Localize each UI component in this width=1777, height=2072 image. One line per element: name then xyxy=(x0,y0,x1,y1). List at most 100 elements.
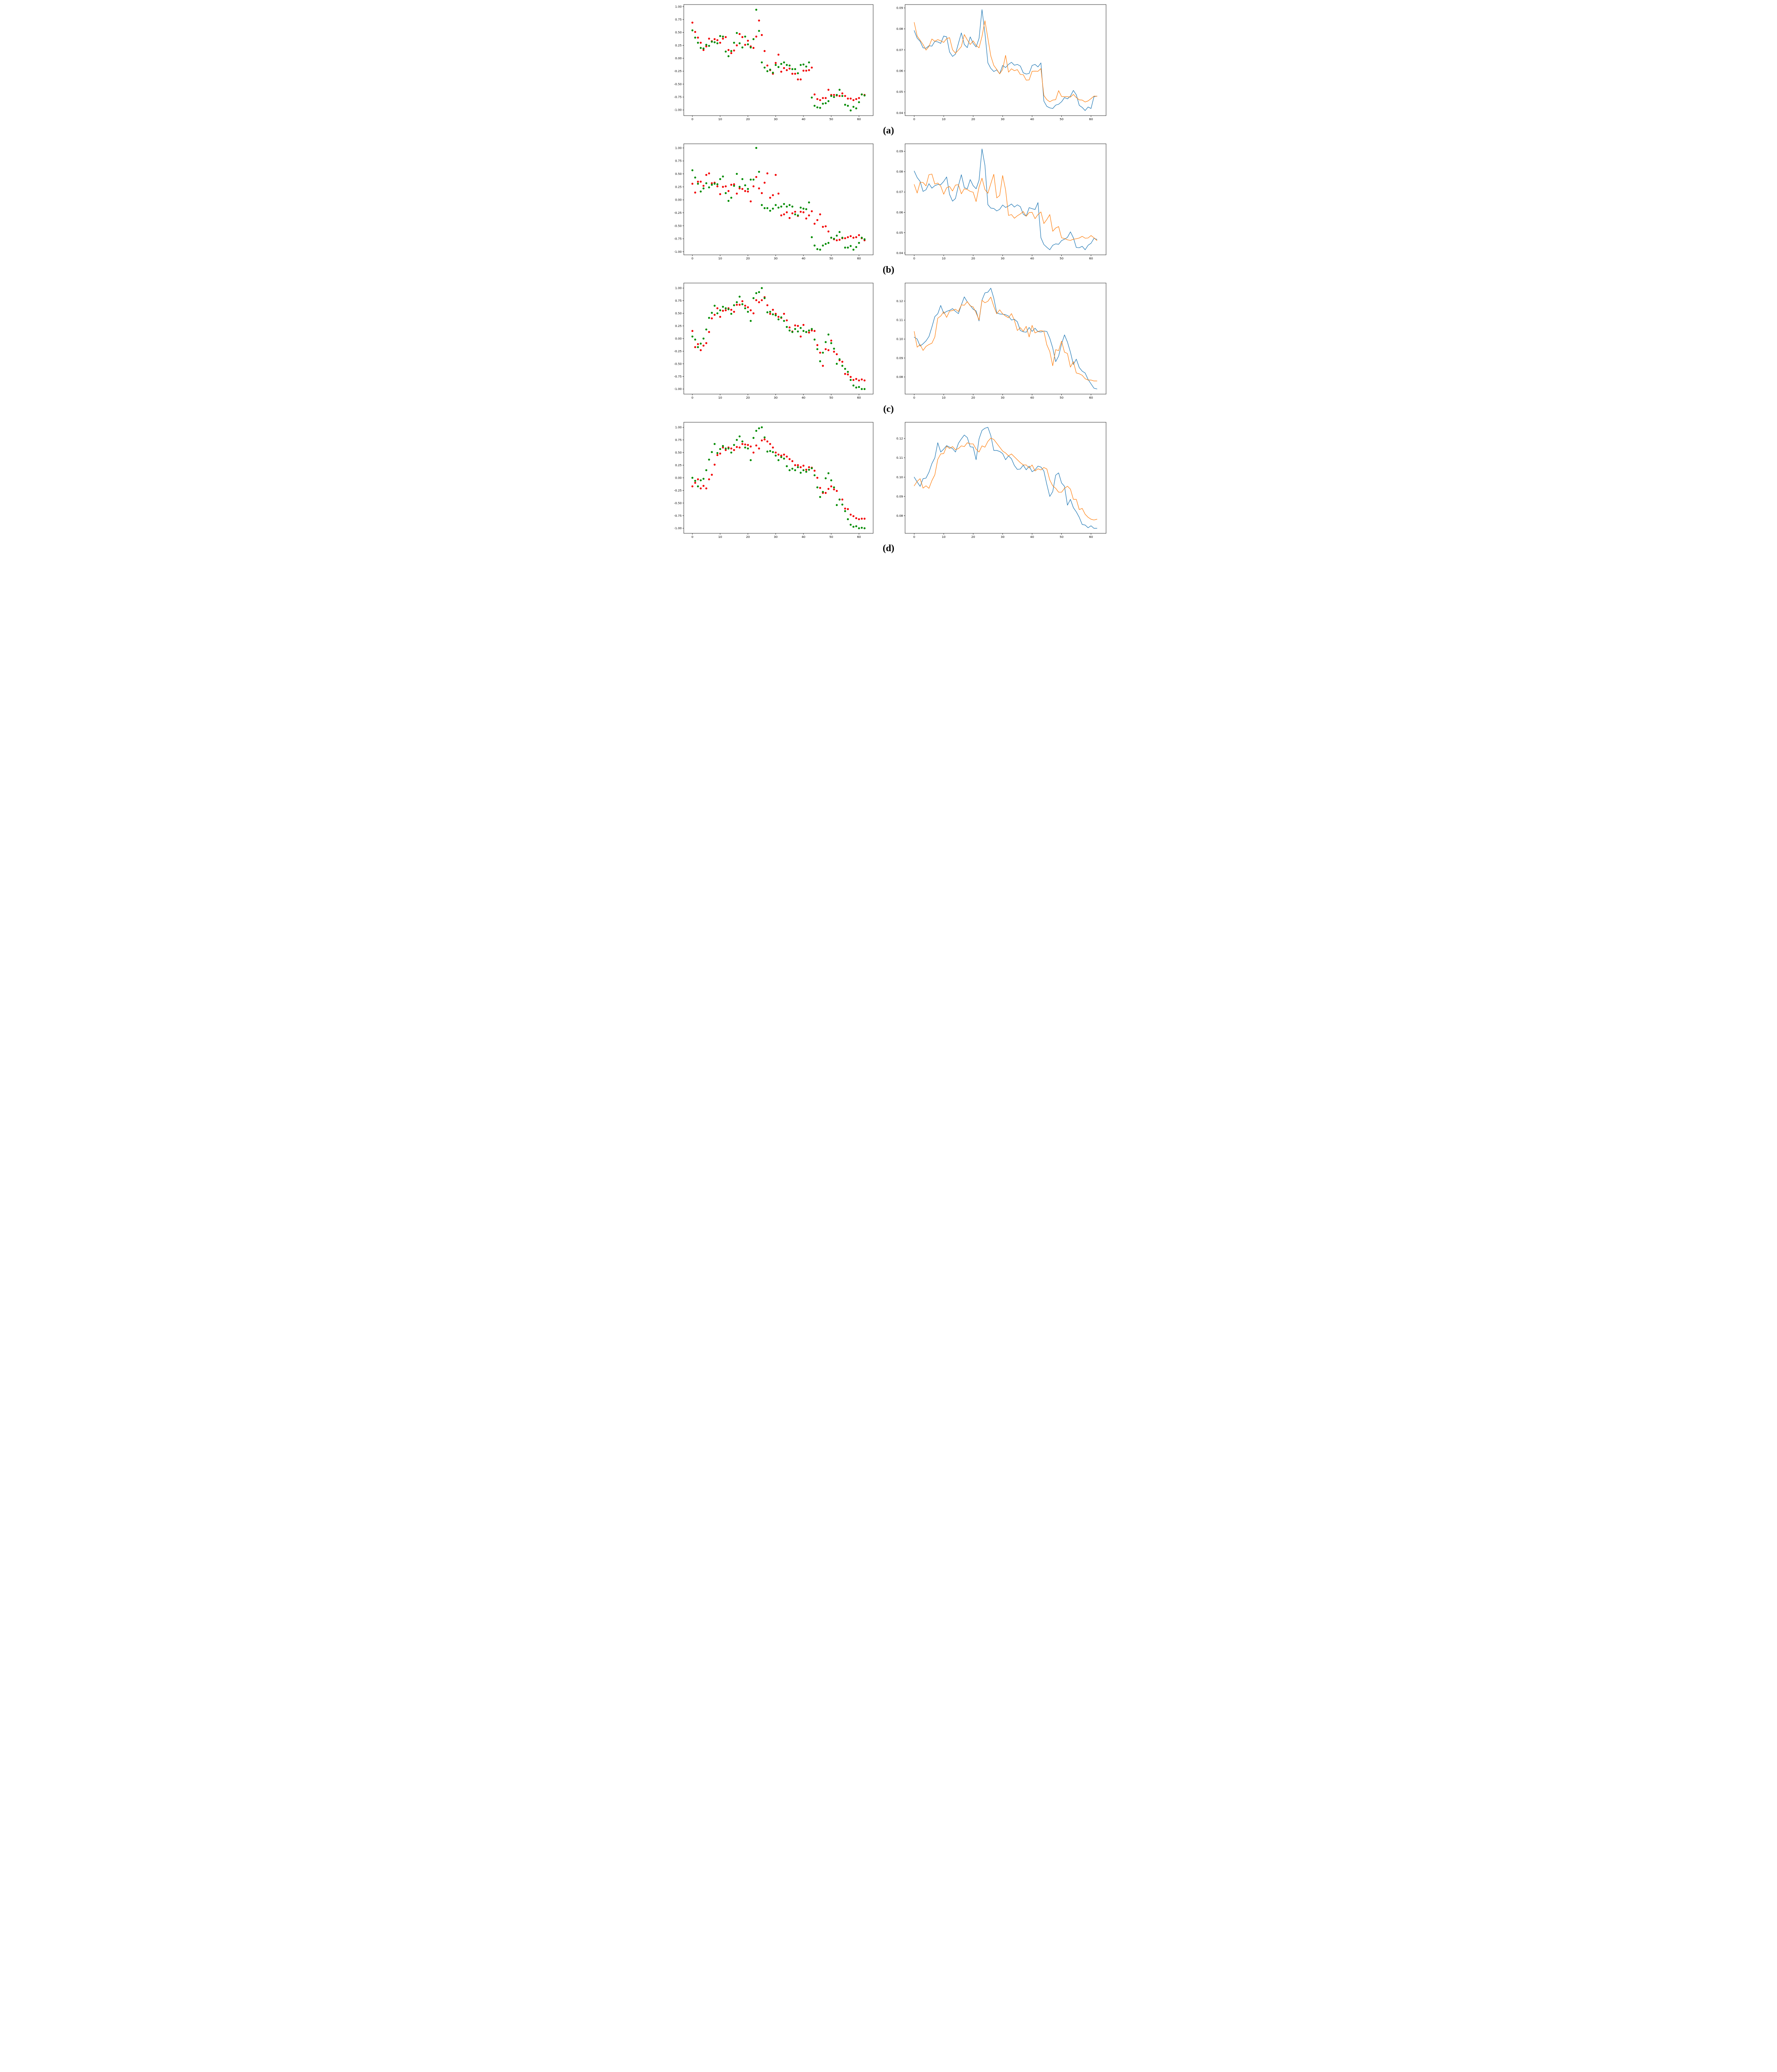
x-tick-label: 50 xyxy=(829,535,833,539)
y-tick-label: 0.25 xyxy=(675,44,682,47)
x-tick-label: 60 xyxy=(1089,535,1093,539)
x-tick-label: 0 xyxy=(913,257,915,260)
y-tick-label: 0.08 xyxy=(896,170,903,174)
green-points xyxy=(691,9,866,111)
y-tick-label: 0.25 xyxy=(675,324,682,328)
x-tick-label: 40 xyxy=(801,396,806,399)
y-tick-label: 0.07 xyxy=(896,190,903,194)
x-tick-label: 50 xyxy=(1060,396,1064,399)
y-tick-label: -0.75 xyxy=(674,237,682,241)
y-axis: 0.08 0.09 0.10 0.11 0.12 xyxy=(896,299,905,379)
x-tick-label: 20 xyxy=(971,396,976,399)
y-tick-label: 0.11 xyxy=(896,456,903,460)
y-axis: -1.00 -0.75 -0.50 -0.25 0.00 0.25 0.50 0.75 1.00 xyxy=(674,146,684,254)
line-panel-c: 0 10 20 30 40 50 60 0.08 0.09 0.10 0.11 0.12 xyxy=(890,280,1109,403)
x-axis: 0 10 20 30 40 50 60 xyxy=(691,255,861,260)
x-tick-label: 20 xyxy=(971,257,976,260)
y-tick-label: -0.25 xyxy=(674,211,682,215)
y-tick-label: -1.00 xyxy=(674,108,682,112)
y-tick-label: 0.09 xyxy=(896,150,903,153)
x-tick-label: 60 xyxy=(1089,117,1093,121)
y-tick-label: 0.50 xyxy=(675,450,682,454)
figure-page: 0 10 20 30 40 50 60 -1.00 -0.75 -0.50 -0.25 0.00 0.2… xyxy=(666,0,1111,563)
subfigure-label-c: (c) xyxy=(883,404,894,414)
y-tick-label: 0.08 xyxy=(896,27,903,31)
line-panel-d: 0 10 20 30 40 50 60 0.08 0.09 0.10 0.11 0.12 xyxy=(890,419,1109,542)
x-tick-label: 60 xyxy=(857,396,861,399)
y-tick-label: -0.25 xyxy=(674,489,682,492)
y-tick-label: 0.50 xyxy=(675,172,682,176)
scatter-chart-c: 0 10 20 30 40 50 60 -1.00 -0.75 -0.50 -0.25 0.00 0.2… xyxy=(669,280,876,403)
red-points xyxy=(691,296,866,382)
line-chart-d: 0 10 20 30 40 50 60 0.08 0.09 0.10 0.11 0.12 xyxy=(890,419,1109,542)
plot-frame xyxy=(905,143,1106,255)
y-axis: -1.00 -0.75 -0.50 -0.25 0.00 0.25 0.50 0.75 1.00 xyxy=(674,286,684,391)
blue-line xyxy=(914,427,1097,529)
y-tick-label: -0.50 xyxy=(674,82,682,86)
x-tick-label: 40 xyxy=(801,257,806,260)
blue-line xyxy=(914,9,1097,111)
x-tick-label: 10 xyxy=(718,257,722,260)
y-tick-label: -1.00 xyxy=(674,526,682,530)
x-tick-label: 10 xyxy=(718,535,722,539)
subfigure-label-d: (d) xyxy=(882,543,895,553)
x-tick-label: 30 xyxy=(1001,117,1005,121)
y-tick-label: 0.12 xyxy=(896,299,903,303)
x-tick-label: 10 xyxy=(942,257,946,260)
x-tick-label: 20 xyxy=(746,535,750,539)
x-tick-label: 0 xyxy=(913,117,915,121)
y-tick-label: 0.11 xyxy=(896,318,903,322)
y-tick-label: 0.25 xyxy=(675,463,682,467)
red-points xyxy=(691,172,866,242)
plot-frame xyxy=(683,283,874,395)
y-tick-label: 0.07 xyxy=(896,48,903,52)
x-tick-label: 10 xyxy=(942,117,946,121)
figure-row-c: 0 10 20 30 40 50 60 -1.00 -0.75 -0.50 -0.25 0.00 0.2… xyxy=(666,280,1111,403)
x-tick-label: 50 xyxy=(829,396,833,399)
scatter-panel-c: 0 10 20 30 40 50 60 -1.00 -0.75 -0.50 -0.25 0.00 0.2… xyxy=(669,280,876,403)
y-tick-label: -0.25 xyxy=(674,69,682,73)
x-tick-label: 50 xyxy=(1060,257,1064,260)
y-tick-label: 0.00 xyxy=(675,336,682,340)
y-axis: -1.00 -0.75 -0.50 -0.25 0.00 0.25 0.50 0.75 1.00 xyxy=(674,5,684,112)
line-chart-b: 0 10 20 30 40 50 60 0.04 0.05 0.06 0.07 0.08 0.09 xyxy=(890,141,1109,264)
y-tick-label: -0.75 xyxy=(674,95,682,99)
y-tick-label: 0.04 xyxy=(896,251,903,255)
x-tick-label: 40 xyxy=(1030,117,1034,121)
green-points xyxy=(691,147,866,251)
x-tick-label: 20 xyxy=(746,257,750,260)
figure-row-a: 0 10 20 30 40 50 60 -1.00 -0.75 -0.50 -0.25 0.00 0.2… xyxy=(666,2,1111,124)
plot-frame xyxy=(683,422,874,534)
y-axis: -1.00 -0.75 -0.50 -0.25 0.00 0.25 0.50 0.75 1.00 xyxy=(674,426,684,530)
y-tick-label: 0.08 xyxy=(896,375,903,379)
x-tick-label: 40 xyxy=(1030,535,1034,539)
x-tick-label: 30 xyxy=(774,257,778,260)
orange-line xyxy=(914,20,1097,102)
x-tick-label: 60 xyxy=(857,117,861,121)
x-tick-label: 40 xyxy=(801,117,806,121)
y-tick-label: 0.75 xyxy=(675,438,682,442)
y-tick-label: 1.00 xyxy=(675,5,682,8)
y-tick-label: 0.50 xyxy=(675,311,682,315)
x-tick-label: 50 xyxy=(829,257,833,260)
x-tick-label: 10 xyxy=(718,396,722,399)
y-tick-label: 0.25 xyxy=(675,185,682,189)
y-tick-label: -0.50 xyxy=(674,501,682,505)
line-chart-a: 0 10 20 30 40 50 60 0.04 0.05 0.06 0.07 0.08 0.09 xyxy=(890,2,1109,124)
y-tick-label: 0.75 xyxy=(675,18,682,22)
x-tick-label: 60 xyxy=(857,257,861,260)
x-tick-label: 30 xyxy=(774,396,778,399)
x-axis: 0 10 20 30 40 50 60 xyxy=(913,116,1093,121)
scatter-chart-b: 0 10 20 30 40 50 60 -1.00 -0.75 -0.50 -0.25 0.00 0.2… xyxy=(669,141,876,264)
y-tick-label: -0.25 xyxy=(674,349,682,353)
orange-line xyxy=(914,297,1097,381)
y-tick-label: 0.75 xyxy=(675,159,682,163)
y-tick-label: 0.00 xyxy=(675,198,682,202)
y-tick-label: 0.09 xyxy=(896,356,903,360)
x-tick-label: 60 xyxy=(1089,257,1093,260)
y-tick-label: -1.00 xyxy=(674,387,682,391)
x-tick-label: 40 xyxy=(1030,396,1034,399)
plot-frame xyxy=(905,422,1106,534)
red-points xyxy=(691,438,866,520)
y-tick-label: 0.05 xyxy=(896,90,903,94)
